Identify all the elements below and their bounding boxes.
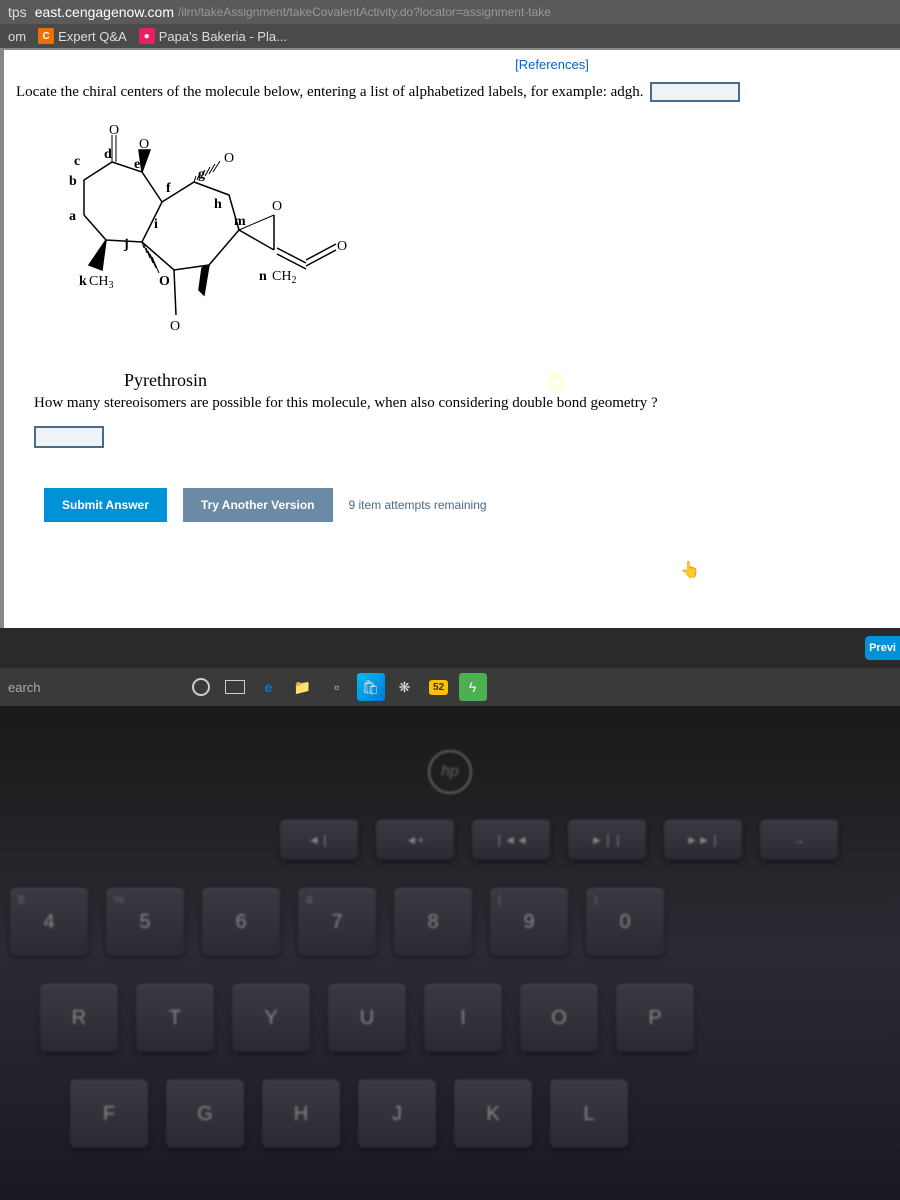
number-key-row: $4 %5 6 &7 8 (9 )0	[0, 874, 900, 970]
svg-text:O: O	[170, 319, 180, 334]
svg-text:O: O	[159, 274, 170, 289]
svg-text:e: e	[134, 157, 140, 172]
molecule-name: Pyrethrosin	[124, 370, 900, 391]
svg-text:h: h	[214, 197, 222, 212]
svg-text:CH3: CH3	[89, 274, 113, 291]
store-icon[interactable]: 🛍	[357, 673, 385, 701]
key-h: H	[262, 1080, 340, 1148]
svg-text:g: g	[198, 167, 205, 182]
try-another-button[interactable]: Try Another Version	[183, 488, 333, 522]
app-icon-1[interactable]: ▫	[323, 673, 351, 701]
svg-text:k: k	[79, 274, 87, 289]
svg-text:c: c	[74, 154, 80, 169]
key-i: I	[424, 984, 502, 1052]
key-p: P	[616, 984, 694, 1052]
svg-text:O: O	[337, 239, 347, 254]
svg-text:d: d	[104, 147, 112, 162]
function-key-row: ◄❘ ◄+ ❘◄◄ ►❘❘ ►►❘ →	[0, 806, 900, 874]
key-k: K	[454, 1080, 532, 1148]
explorer-icon[interactable]: 📁	[289, 673, 317, 701]
key-7: &7	[298, 888, 376, 956]
key-9: (9	[490, 888, 568, 956]
browser-chrome: tps east.cengagenow.com /ilrn/takeAssign…	[0, 0, 900, 24]
app-icon-3[interactable]: ϟ	[459, 673, 487, 701]
key-0: )0	[586, 888, 664, 956]
laptop-keyboard: hp ◄❘ ◄+ ❘◄◄ ►❘❘ ►►❘ → $4 %5 6 &7 8 (9 )…	[0, 706, 900, 1200]
hp-logo: hp	[428, 750, 472, 794]
fn-key: ◄+	[376, 820, 454, 860]
svg-text:O: O	[272, 199, 282, 214]
references-link[interactable]: [References]	[515, 57, 589, 72]
app-icon-2[interactable]: ❋	[391, 673, 419, 701]
svg-text:j: j	[123, 237, 129, 252]
attempts-remaining: 9 item attempts remaining	[349, 498, 487, 512]
key-u: U	[328, 984, 406, 1052]
fn-key: →	[760, 820, 838, 860]
submit-button[interactable]: Submit Answer	[44, 488, 167, 522]
taskview-icon[interactable]	[221, 673, 249, 701]
svg-text:O: O	[109, 123, 119, 138]
chegg-icon: C	[38, 28, 54, 44]
cortana-icon[interactable]	[187, 673, 215, 701]
svg-text:O: O	[224, 151, 234, 166]
question-1-container: Locate the chiral centers of the molecul…	[4, 74, 900, 110]
references-container: [References]	[204, 50, 900, 74]
edge-icon[interactable]: e	[255, 673, 283, 701]
fn-key: ❘◄◄	[472, 820, 550, 860]
key-r: R	[40, 984, 118, 1052]
answer-input-2[interactable]	[34, 426, 104, 448]
svg-text:m: m	[234, 214, 246, 229]
svg-text:b: b	[69, 174, 77, 189]
molecule-svg: a b c d e f g h i j k m n O O O O O O	[34, 120, 374, 360]
qwerty-row: R T Y U I O P	[0, 970, 900, 1066]
answer-input-1[interactable]	[650, 82, 740, 102]
url-domain: east.cengagenow.com	[35, 4, 174, 20]
question-2-text: How many stereoisomers are possible for …	[4, 391, 900, 416]
svg-text:O: O	[139, 137, 149, 152]
key-g: G	[166, 1080, 244, 1148]
camera-reflection	[544, 370, 568, 394]
svg-text:a: a	[69, 209, 76, 224]
molecule-diagram: a b c d e f g h i j k m n O O O O O O	[4, 110, 900, 370]
svg-text:n: n	[259, 269, 267, 284]
fn-key: ►►❘	[664, 820, 742, 860]
key-o: O	[520, 984, 598, 1052]
previous-label: Previ	[869, 642, 896, 654]
key-j: J	[358, 1080, 436, 1148]
weather-temp: 52	[429, 680, 448, 695]
question-1-text: Locate the chiral centers of the molecul…	[16, 84, 644, 101]
search-label[interactable]: earch	[8, 680, 41, 695]
bookmarks-bar: om C Expert Q&A ● Papa's Bakeria - Pla..…	[0, 24, 900, 48]
papa-icon: ●	[139, 28, 155, 44]
key-6: 6	[202, 888, 280, 956]
url-path: /ilrn/takeAssignment/takeCovalentActivit…	[178, 5, 551, 19]
key-t: T	[136, 984, 214, 1052]
content-area: [References] Locate the chiral centers o…	[0, 48, 900, 628]
bookmark-papa[interactable]: ● Papa's Bakeria - Pla...	[139, 28, 287, 44]
url-bar[interactable]: tps east.cengagenow.com /ilrn/takeAssign…	[0, 4, 900, 20]
key-5: %5	[106, 888, 184, 956]
fn-key: ◄❘	[280, 820, 358, 860]
svg-text:CH2: CH2	[272, 269, 296, 286]
previous-button[interactable]: Previ	[865, 636, 900, 660]
bookmark-suffix: om	[8, 29, 26, 44]
key-4: $4	[10, 888, 88, 956]
weather-icon[interactable]: 52	[425, 673, 453, 701]
svg-text:f: f	[166, 181, 171, 196]
key-8: 8	[394, 888, 472, 956]
cursor-icon: 👆	[680, 560, 700, 580]
action-buttons: Submit Answer Try Another Version 9 item…	[4, 458, 900, 552]
windows-taskbar: earch e 📁 ▫ 🛍 ❋ 52 ϟ	[0, 668, 900, 706]
bookmark-papa-label: Papa's Bakeria - Pla...	[159, 29, 287, 44]
bookmark-chegg-label: Expert Q&A	[58, 29, 127, 44]
protocol-text: tps	[8, 4, 27, 20]
fn-key: ►❘❘	[568, 820, 646, 860]
bookmark-chegg[interactable]: C Expert Q&A	[38, 28, 127, 44]
key-f: F	[70, 1080, 148, 1148]
asdf-row: F G H J K L	[0, 1066, 900, 1162]
key-y: Y	[232, 984, 310, 1052]
svg-text:i: i	[154, 217, 158, 232]
key-l: L	[550, 1080, 628, 1148]
